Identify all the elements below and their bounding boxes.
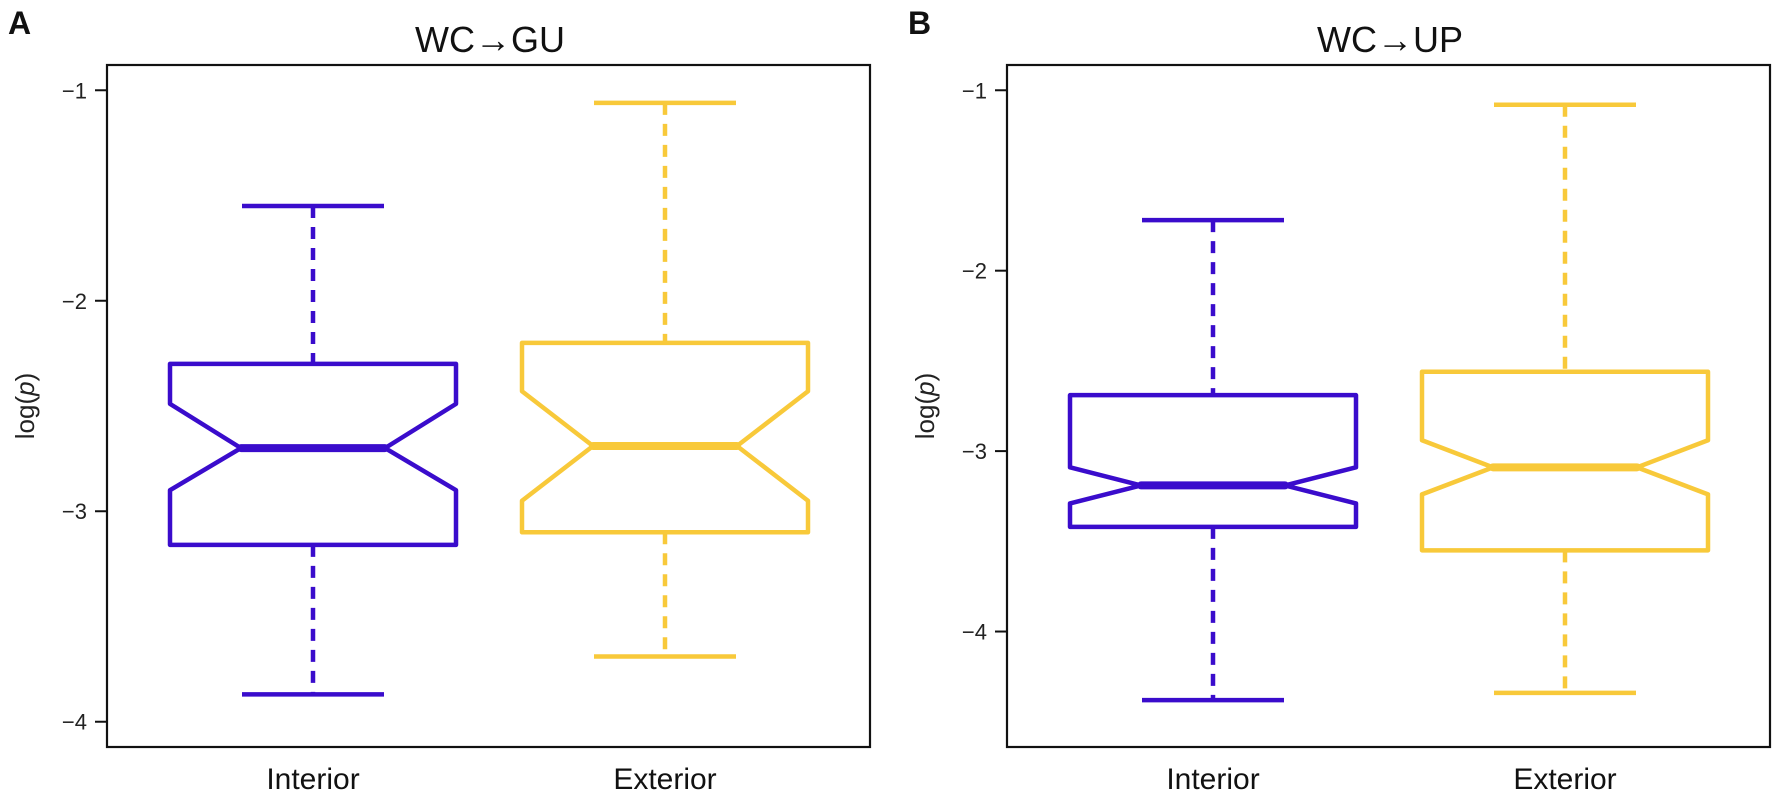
y-axis-label-prefix: log( (10, 396, 40, 440)
x-axis: Interior Exterior (266, 763, 716, 796)
y-axis-label: log(p) (10, 373, 40, 440)
plot-frame (105, 63, 872, 749)
plot-frame (1005, 63, 1772, 749)
y-axis-label: log(p) (910, 373, 940, 440)
x-axis: Interior Exterior (1166, 763, 1616, 796)
box-series (1067, 102, 1711, 703)
y-axis-label-suffix: ) (910, 373, 940, 382)
y-tick-label: −1 (62, 78, 87, 103)
y-tick-label: −1 (962, 78, 987, 103)
panel-b: B WC→UP log(p) −1 −2 −3 −4 Interior Exterior (908, 5, 1772, 796)
notched-box (1419, 369, 1711, 553)
box-exterior (1419, 102, 1711, 696)
y-tick-label: −2 (62, 289, 87, 314)
chart-title: WC→UP (1317, 19, 1463, 60)
chart-title: WC→GU (415, 19, 565, 60)
y-axis-label-variable: p (910, 381, 940, 396)
x-category-label: Interior (1166, 763, 1259, 796)
panel-letter: B (908, 5, 931, 41)
notched-box (167, 361, 459, 548)
y-axis-label-variable: p (10, 381, 40, 396)
box-series (167, 100, 811, 697)
y-tick-label: −4 (62, 710, 87, 735)
y-axis-label-prefix: log( (910, 396, 940, 440)
notched-box (1067, 392, 1359, 530)
x-category-label: Interior (266, 763, 359, 796)
panel-letter: A (8, 5, 31, 41)
y-tick-label: −3 (962, 439, 987, 464)
y-tick-label: −4 (962, 620, 987, 645)
notched-box (519, 340, 811, 535)
box-exterior (519, 100, 811, 659)
y-axis-label-suffix: ) (10, 373, 40, 382)
x-category-label: Exterior (613, 763, 716, 796)
y-axis: −1 −2 −3 −4 (62, 78, 107, 735)
box-interior (1067, 217, 1359, 703)
y-axis: −1 −2 −3 −4 (962, 78, 1007, 645)
y-tick-label: −2 (962, 259, 987, 284)
box-interior (167, 203, 459, 697)
x-category-label: Exterior (1513, 763, 1616, 796)
y-tick-label: −3 (62, 499, 87, 524)
panel-a: A WC→GU log(p) −1 −2 −3 −4 Interior Exterior (8, 5, 872, 796)
